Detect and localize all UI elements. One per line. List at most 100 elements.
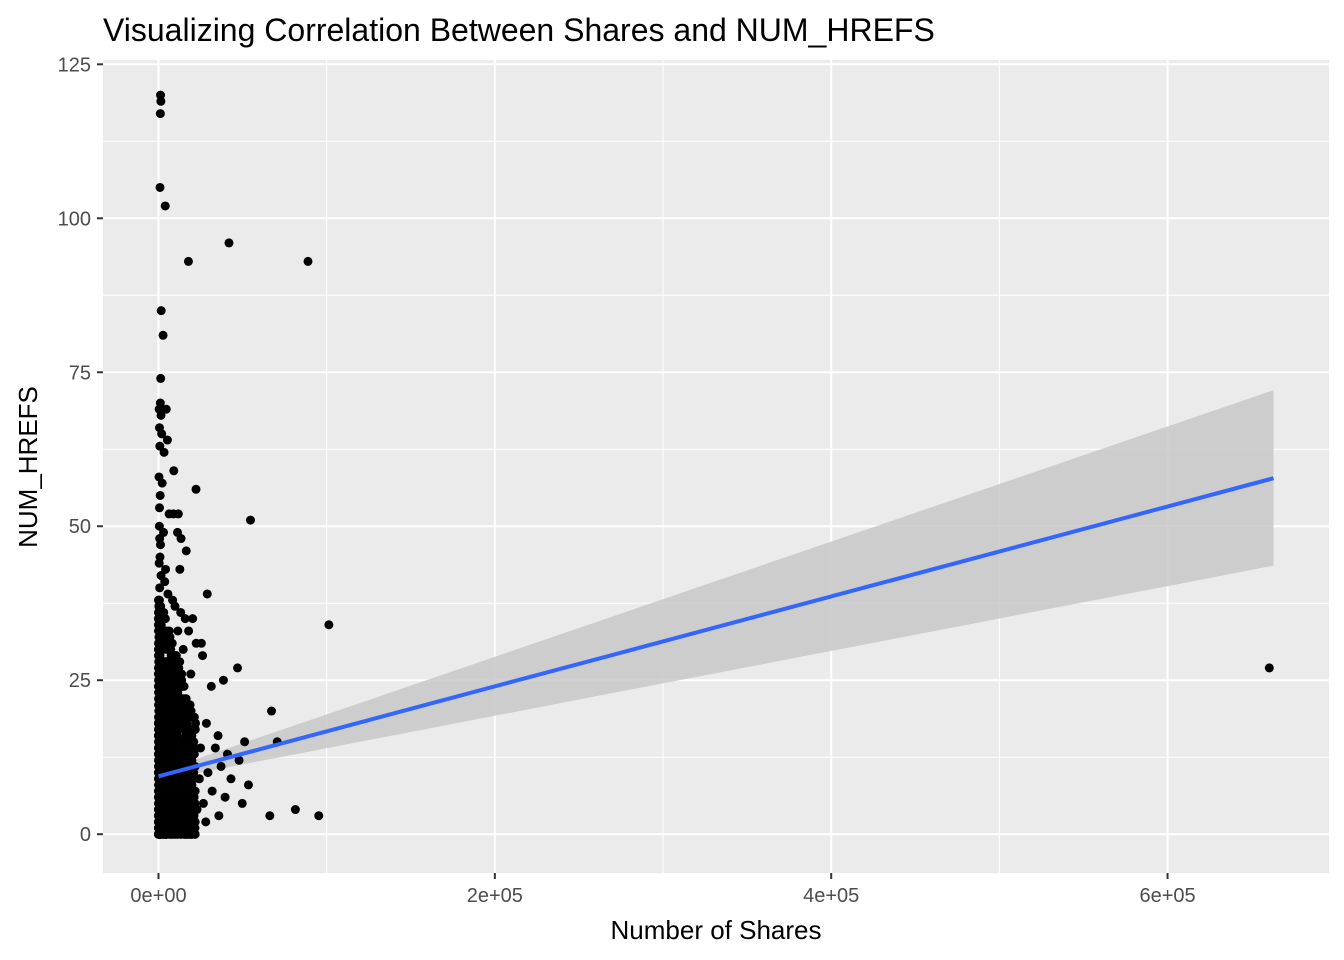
data-point [171, 688, 181, 698]
data-point [166, 718, 176, 728]
data-point [168, 749, 178, 759]
x-tick-label: 4e+05 [803, 885, 859, 907]
data-point [191, 484, 201, 494]
data-point [157, 429, 167, 439]
data-point [161, 564, 171, 574]
data-point [265, 811, 275, 821]
confidence-band [158, 390, 1274, 781]
data-point [157, 743, 167, 753]
data-point [184, 626, 194, 636]
data-point [198, 798, 208, 808]
data-point [173, 626, 183, 636]
data-point [156, 540, 166, 550]
data-point [155, 731, 165, 741]
data-point [198, 651, 208, 661]
data-point [163, 774, 173, 784]
data-point [154, 792, 164, 802]
data-point [183, 811, 193, 821]
data-point [154, 755, 164, 765]
data-point [267, 706, 277, 716]
data-point [160, 829, 170, 839]
data-point [186, 669, 196, 679]
data-point [154, 558, 164, 568]
data-point [182, 798, 192, 808]
data-point [153, 626, 163, 636]
data-point [173, 509, 183, 519]
x-tick-label: 6e+05 [1139, 885, 1195, 907]
data-point [167, 651, 177, 661]
data-point [174, 780, 184, 790]
data-point [157, 817, 167, 827]
data-point [165, 632, 175, 642]
data-point [190, 724, 200, 734]
data-point [234, 755, 244, 765]
data-point [155, 182, 165, 192]
data-point [176, 829, 186, 839]
data-point [176, 534, 186, 544]
data-point [178, 644, 188, 654]
data-point [160, 577, 170, 587]
data-point [172, 731, 182, 741]
data-point [166, 669, 176, 679]
data-point [170, 805, 180, 815]
data-point [155, 109, 165, 119]
data-point [162, 644, 172, 654]
y-tick-label: 0 [80, 824, 91, 846]
data-point [213, 731, 223, 741]
data-point [160, 201, 170, 211]
data-point [158, 607, 168, 617]
y-axis-title: NUM_HREFS [13, 386, 43, 548]
y-tick-label: 50 [69, 516, 91, 538]
data-point [163, 589, 173, 599]
data-point [192, 805, 202, 815]
data-point [170, 601, 180, 611]
data-point [1264, 663, 1274, 673]
data-point [201, 718, 211, 728]
data-point [166, 700, 176, 710]
data-point [186, 737, 196, 747]
data-point [240, 737, 250, 747]
data-point [188, 786, 198, 796]
data-point [158, 798, 168, 808]
x-axis: 0e+00 2e+05 4e+05 6e+05 [130, 873, 1196, 907]
data-point [190, 829, 200, 839]
data-point [181, 694, 191, 704]
data-point [162, 435, 172, 445]
x-tick-label: 2e+05 [467, 885, 523, 907]
y-tick-label: 75 [69, 362, 91, 384]
data-points [153, 90, 1274, 839]
data-point [160, 681, 170, 691]
data-point [158, 330, 168, 340]
data-point [216, 761, 226, 771]
data-point [237, 798, 247, 808]
data-point [196, 743, 206, 753]
data-point [156, 410, 166, 420]
trend-line [157, 476, 1275, 779]
data-point [161, 404, 171, 414]
data-point [168, 761, 178, 771]
data-point [154, 706, 164, 716]
data-point [226, 774, 236, 784]
data-point [166, 792, 176, 802]
data-point [220, 792, 230, 802]
grid-major [103, 60, 1329, 873]
data-point [156, 96, 166, 106]
data-point [176, 681, 186, 691]
data-point [201, 817, 211, 827]
data-point [155, 490, 165, 500]
data-point [175, 564, 185, 574]
data-point [196, 638, 206, 648]
data-point [214, 811, 224, 821]
chart-title: Visualizing Correlation Between Shares a… [103, 12, 935, 48]
data-point [169, 466, 179, 476]
x-tick-label: 0e+00 [130, 885, 186, 907]
data-point [181, 546, 191, 556]
data-point [218, 675, 228, 685]
data-point [207, 786, 217, 796]
y-tick-label: 125 [58, 54, 91, 76]
y-tick-label: 25 [69, 670, 91, 692]
data-point [194, 774, 204, 784]
data-point [202, 589, 212, 599]
data-point [154, 663, 164, 673]
